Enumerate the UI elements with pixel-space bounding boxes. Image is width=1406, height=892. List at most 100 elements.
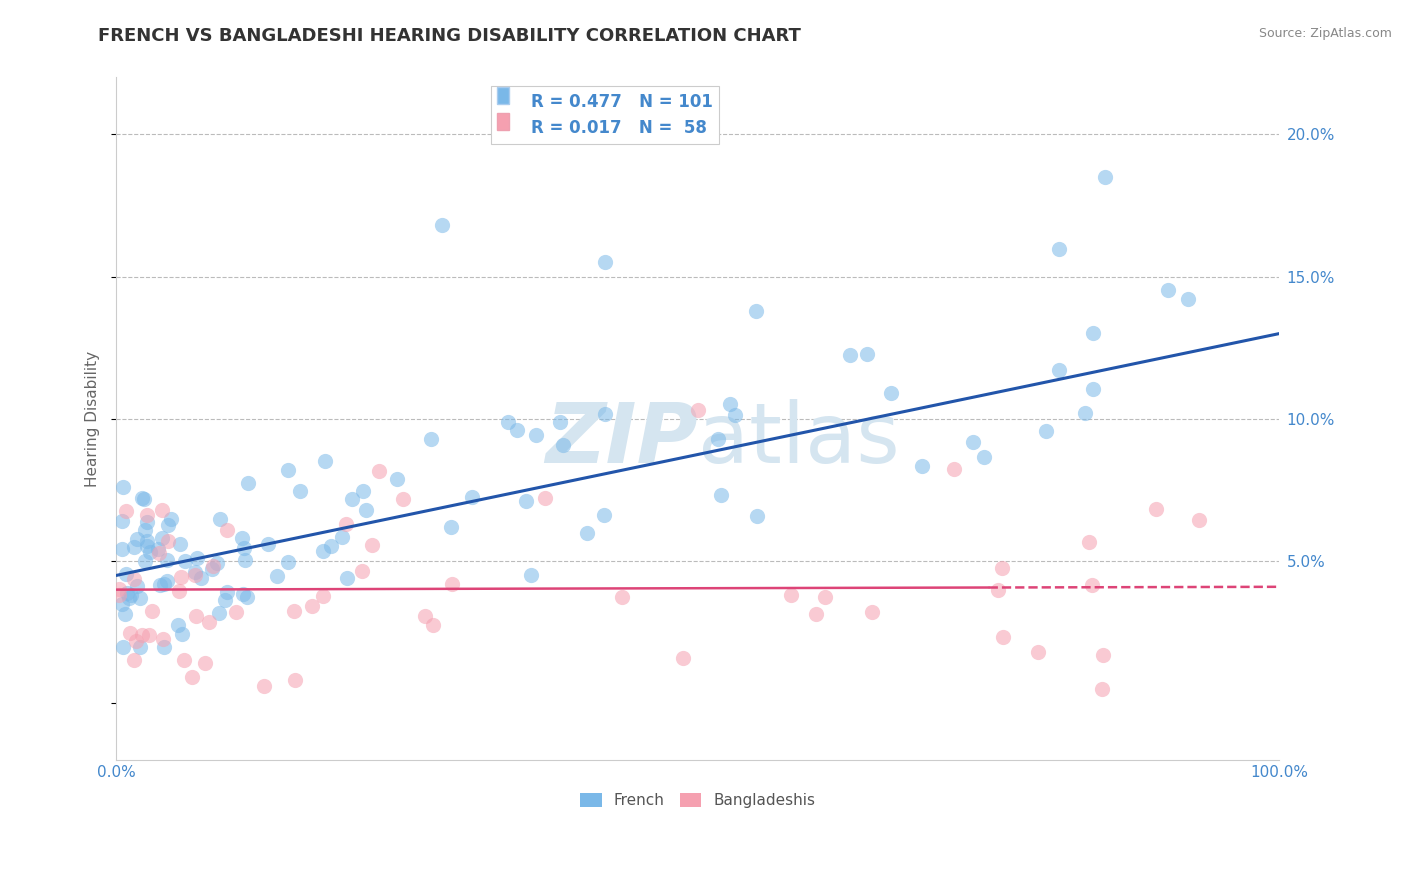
- Point: [595, 408, 617, 422]
- Point: [184, 565, 207, 579]
- Point: [506, 423, 529, 437]
- Point: [973, 450, 995, 465]
- Point: [107, 588, 129, 602]
- Point: [515, 494, 537, 508]
- Point: [352, 483, 374, 498]
- Point: [190, 571, 212, 585]
- Point: [354, 503, 377, 517]
- Point: [440, 520, 463, 534]
- Point: [1081, 326, 1104, 340]
- Point: [461, 491, 484, 505]
- Point: [430, 219, 453, 233]
- Point: [361, 538, 384, 552]
- Point: [686, 403, 709, 417]
- Point: [277, 463, 299, 477]
- Point: [150, 532, 173, 546]
- Point: [301, 599, 323, 613]
- Point: [856, 347, 879, 361]
- Point: [134, 492, 156, 507]
- Point: [173, 653, 195, 667]
- Point: [718, 397, 741, 411]
- Point: [124, 653, 146, 667]
- Point: [118, 591, 141, 605]
- Point: [991, 630, 1014, 644]
- Point: [136, 533, 159, 548]
- Point: [441, 577, 464, 591]
- Point: [157, 518, 180, 533]
- Point: [215, 585, 238, 599]
- Point: [131, 491, 153, 505]
- Point: [1083, 382, 1105, 396]
- Point: [496, 415, 519, 429]
- Point: [135, 515, 157, 529]
- Point: [153, 640, 176, 654]
- Point: [1080, 578, 1102, 592]
- Point: [838, 348, 860, 362]
- Point: [138, 545, 160, 559]
- Point: [136, 539, 159, 553]
- Point: [169, 537, 191, 551]
- Point: [1047, 243, 1070, 257]
- Point: [138, 627, 160, 641]
- Point: [115, 586, 138, 600]
- Point: [593, 255, 616, 269]
- Point: [157, 534, 180, 549]
- Point: [350, 564, 373, 578]
- Point: [156, 552, 179, 566]
- Point: [610, 590, 633, 604]
- Point: [548, 415, 571, 429]
- Point: [314, 454, 336, 468]
- Point: [209, 512, 232, 526]
- Point: [422, 618, 444, 632]
- Point: [336, 571, 359, 585]
- Point: [120, 588, 142, 602]
- Point: [551, 438, 574, 452]
- Point: [129, 591, 152, 605]
- Point: [1157, 283, 1180, 297]
- Point: [332, 530, 354, 544]
- Point: [114, 607, 136, 621]
- Point: [707, 432, 730, 446]
- Point: [120, 625, 142, 640]
- Point: [201, 559, 224, 574]
- Point: [114, 504, 136, 518]
- Point: [991, 561, 1014, 575]
- Point: [107, 582, 129, 596]
- Point: [1047, 363, 1070, 377]
- Point: [745, 508, 768, 523]
- Point: [1078, 534, 1101, 549]
- Point: [160, 512, 183, 526]
- Point: [1035, 424, 1057, 438]
- Point: [114, 567, 136, 582]
- Point: [122, 572, 145, 586]
- Point: [136, 508, 159, 523]
- Point: [174, 554, 197, 568]
- Point: [127, 533, 149, 547]
- Point: [962, 434, 984, 449]
- Point: [184, 568, 207, 582]
- Legend: French, Bangladeshis: French, Bangladeshis: [574, 787, 821, 814]
- Point: [186, 551, 208, 566]
- Point: [385, 472, 408, 486]
- Point: [335, 516, 357, 531]
- Y-axis label: Hearing Disability: Hearing Disability: [86, 351, 100, 487]
- Point: [942, 462, 965, 476]
- Point: [194, 656, 217, 670]
- Point: [111, 480, 134, 494]
- Point: [134, 523, 156, 537]
- Point: [391, 491, 413, 506]
- Point: [153, 577, 176, 591]
- Point: [880, 385, 903, 400]
- Point: [111, 514, 134, 528]
- Point: [312, 589, 335, 603]
- Point: [413, 608, 436, 623]
- Point: [156, 574, 179, 588]
- Point: [283, 604, 305, 618]
- Point: [592, 508, 614, 522]
- Point: [198, 615, 221, 629]
- Point: [205, 556, 228, 570]
- Point: [232, 587, 254, 601]
- Point: [1144, 501, 1167, 516]
- Point: [1177, 292, 1199, 306]
- Point: [986, 582, 1008, 597]
